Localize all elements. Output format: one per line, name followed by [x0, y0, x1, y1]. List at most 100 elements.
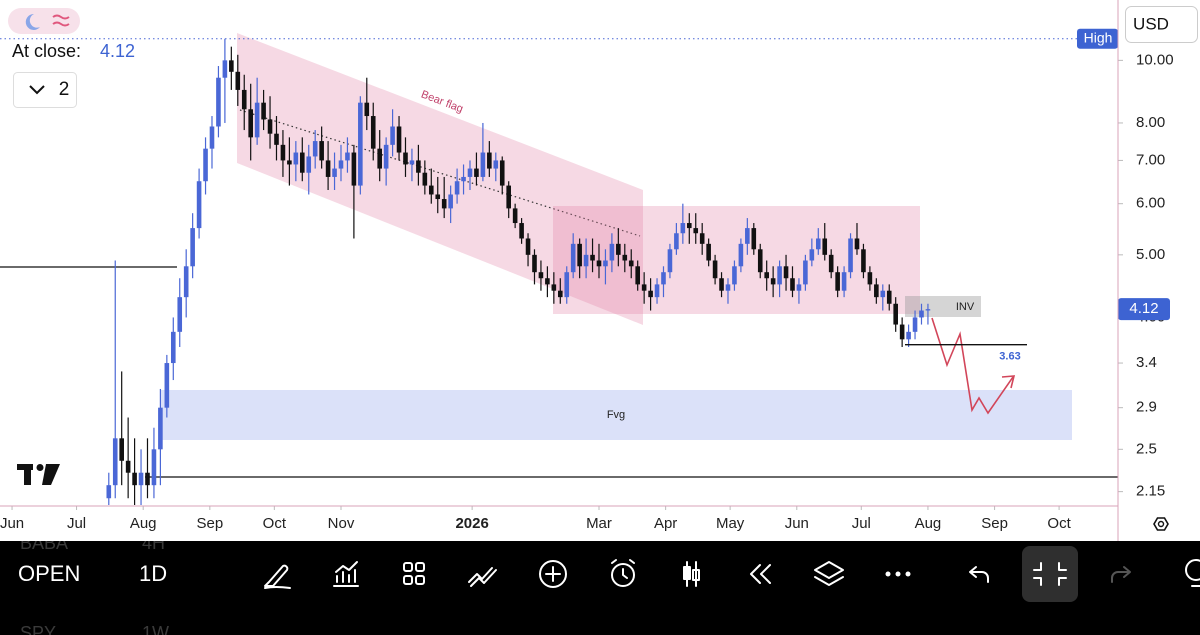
candle-body: [686, 223, 692, 229]
overlay: 10.008.007.006.005.004.003.42.92.52.15Ju…: [0, 28, 1174, 532]
more[interactable]: [885, 571, 911, 577]
ghost-interval: 4H: [142, 533, 165, 553]
candle-body: [390, 126, 395, 145]
candle-body: [287, 160, 292, 165]
candle-body: [332, 168, 337, 177]
candle-icon[interactable]: [683, 561, 700, 587]
candle-body: [564, 272, 570, 298]
chevron-icon: [29, 85, 45, 95]
candle-body: [699, 233, 705, 244]
collapse-icon: [1033, 562, 1067, 586]
layouts[interactable]: [403, 562, 425, 585]
bear-flag-channel: [237, 33, 643, 325]
candle-body: [641, 284, 647, 291]
draw-tool[interactable]: [264, 564, 291, 589]
y-tick-label: 3.4: [1136, 354, 1157, 371]
candle-body: [693, 228, 699, 234]
y-tick-label: 8.00: [1136, 114, 1165, 131]
x-tick-label: Jun: [0, 515, 24, 532]
indicators[interactable]: [468, 567, 497, 587]
candle-body: [764, 272, 769, 279]
candle-body: [557, 290, 563, 298]
toolbar-ghosts: BABA 4H SPY 1W: [20, 533, 169, 635]
candle-body: [661, 272, 666, 285]
candle-body: [609, 243, 615, 261]
last-price-tag: [1118, 298, 1170, 321]
at-close-value: 4.12: [100, 41, 135, 61]
candle-body: [783, 266, 789, 279]
layers[interactable]: [814, 561, 844, 586]
currency-button[interactable]: [1125, 6, 1198, 43]
collapse-button[interactable]: [13, 72, 77, 108]
x-tick-label: Sep: [981, 515, 1008, 532]
high-tag-label: High: [1084, 29, 1113, 45]
candle-body: [190, 228, 195, 267]
settings-button[interactable]: [1153, 517, 1169, 531]
candle-body: [338, 160, 344, 169]
candle-body: [299, 152, 305, 173]
chart-type[interactable]: [333, 561, 359, 587]
candle-body: [841, 272, 847, 291]
add[interactable]: [539, 560, 567, 588]
candle-body: [738, 243, 744, 267]
candle-body: [203, 148, 208, 182]
y-tick-label: 10.00: [1136, 51, 1174, 68]
theme-pill[interactable]: [8, 8, 80, 34]
candle-body: [719, 278, 724, 291]
inv-box: [905, 296, 981, 317]
interval-button[interactable]: 1D: [139, 561, 167, 586]
candle-body: [448, 194, 453, 209]
replay[interactable]: [750, 564, 771, 584]
candle-body: [351, 152, 357, 186]
candle-body: [757, 249, 763, 273]
candle-body: [254, 102, 260, 138]
candle-body: [777, 266, 782, 285]
candle-body: [770, 278, 776, 285]
redo[interactable]: [1111, 566, 1131, 583]
candle-body: [628, 260, 634, 267]
alert[interactable]: [611, 559, 635, 587]
candle-body: [583, 254, 589, 267]
candle-body: [248, 109, 253, 138]
idea[interactable]: [1185, 559, 1200, 587]
x-tick-label: May: [716, 515, 745, 532]
candle-body: [545, 278, 550, 285]
candle-body: [506, 185, 511, 209]
candle-body: [674, 233, 679, 250]
candle-body: [919, 310, 924, 318]
undo[interactable]: [969, 566, 989, 583]
fullscreen-button[interactable]: [1022, 546, 1078, 602]
logo: [17, 464, 60, 485]
candle-body: [222, 60, 228, 78]
candle-body: [512, 208, 518, 224]
fvg-label: Fvg: [607, 409, 625, 421]
candle-body: [667, 249, 673, 273]
session-button[interactable]: OPEN: [18, 561, 80, 586]
candle-body: [745, 228, 750, 244]
ghost-interval: 1W: [142, 623, 169, 635]
candle-body: [751, 228, 757, 250]
projection-path: [931, 317, 1014, 415]
candle-body: [422, 172, 428, 186]
x-tick-label: Aug: [130, 515, 157, 532]
candle-body: [209, 126, 215, 149]
candle-body: [835, 272, 840, 291]
x-tick-label: Aug: [915, 515, 942, 532]
high-tag: [1077, 28, 1118, 49]
x-tick-label: Sep: [196, 515, 223, 532]
candle-body: [112, 438, 118, 486]
candle-body: [267, 119, 273, 134]
candle-body: [196, 181, 202, 229]
candle-body: [796, 284, 802, 291]
candle-body: [596, 260, 602, 267]
candle-body: [577, 243, 582, 267]
candle-body: [616, 243, 621, 255]
inv-label: INV: [956, 301, 975, 313]
x-tick-label: Jul: [852, 515, 871, 532]
candle-body: [364, 102, 370, 117]
ghost-symbol: SPY: [20, 623, 56, 635]
candle-body: [880, 290, 886, 298]
x-tick-label: Jul: [67, 515, 86, 532]
y-tick-label: 2.5: [1136, 440, 1157, 457]
candle-body: [790, 278, 795, 291]
